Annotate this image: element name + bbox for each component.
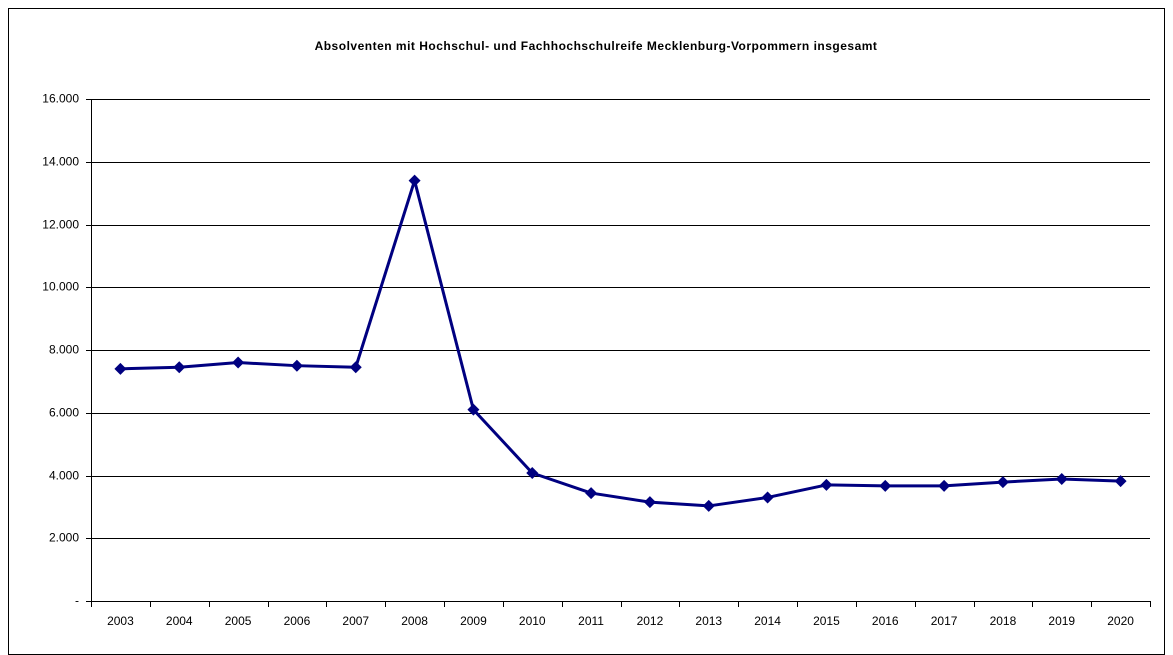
data-point <box>349 361 362 374</box>
x-tick-label: 2015 <box>813 614 840 628</box>
data-point <box>996 476 1009 489</box>
x-tick-label: 2007 <box>342 614 369 628</box>
x-tick-label: 2008 <box>401 614 428 628</box>
y-tick-label: 4.000 <box>49 469 79 483</box>
x-tick-label: 2011 <box>578 614 604 628</box>
data-point <box>114 362 127 375</box>
x-tick-label: 2016 <box>872 614 899 628</box>
x-tick-label: 2018 <box>990 614 1017 628</box>
y-tick-label: 2.000 <box>49 531 79 545</box>
data-point <box>643 496 656 509</box>
x-tick-label: 2013 <box>695 614 722 628</box>
x-tick-label: 2006 <box>284 614 311 628</box>
chart-frame <box>8 8 1165 655</box>
data-point <box>1055 472 1068 485</box>
x-tick-label: 2010 <box>519 614 546 628</box>
data-point <box>232 356 245 369</box>
y-tick-label: 16.000 <box>42 92 79 106</box>
data-point <box>408 174 421 187</box>
data-point <box>820 478 833 491</box>
data-point <box>761 491 774 504</box>
data-point <box>702 499 715 512</box>
x-tick-label: 2012 <box>637 614 664 628</box>
chart-title: Absolventen mit Hochschul- und Fachhochs… <box>315 39 878 53</box>
data-point <box>173 361 186 374</box>
x-tick-label: 2017 <box>931 614 958 628</box>
data-point <box>938 479 951 492</box>
y-tick-label: 14.000 <box>42 155 79 169</box>
y-tick-label: 6.000 <box>49 406 79 420</box>
x-tick-label: 2009 <box>460 614 487 628</box>
x-tick-label: 2019 <box>1048 614 1075 628</box>
x-tick-label: 2014 <box>754 614 781 628</box>
data-point <box>879 479 892 492</box>
x-tick-label: 2005 <box>225 614 252 628</box>
data-point <box>467 403 480 416</box>
data-point <box>585 487 598 500</box>
y-tick-label: 12.000 <box>42 218 79 232</box>
y-tick-label: - <box>75 594 79 608</box>
data-point <box>290 359 303 372</box>
data-line <box>120 179 1121 508</box>
y-tick-label: 10.000 <box>42 280 79 294</box>
x-tick-label: 2004 <box>166 614 193 628</box>
y-tick-label: 8.000 <box>49 343 79 357</box>
x-tick-label: 2003 <box>107 614 134 628</box>
data-point <box>1114 475 1127 488</box>
data-point <box>526 466 539 479</box>
x-tick-label: 2020 <box>1107 614 1134 628</box>
